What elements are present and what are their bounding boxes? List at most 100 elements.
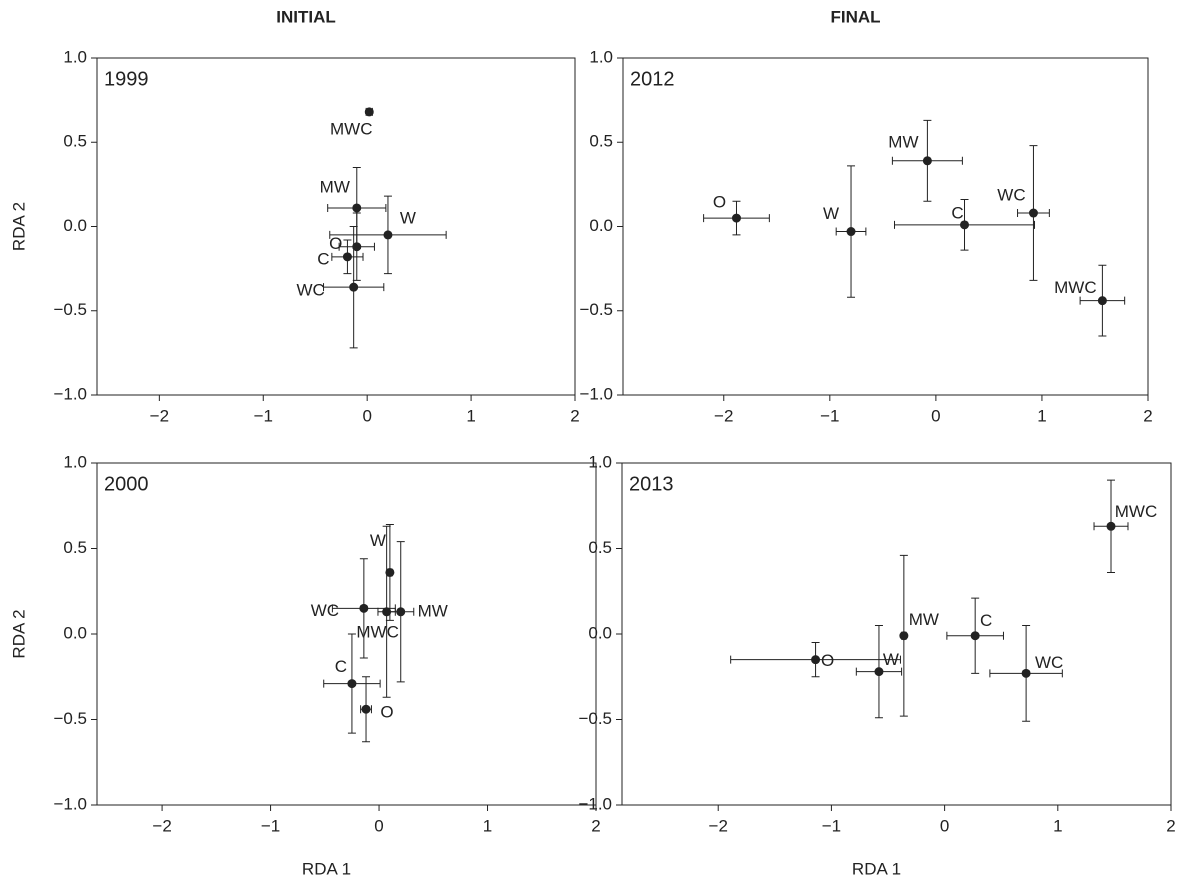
point (960, 220, 970, 230)
point-label: W (400, 208, 416, 227)
point (347, 679, 357, 689)
point (364, 107, 374, 117)
point (342, 252, 352, 262)
y-tick-label: 0.5 (588, 538, 612, 557)
point (1097, 296, 1107, 306)
point (922, 156, 932, 166)
point (874, 667, 884, 677)
y-tick-label: 0.0 (589, 216, 613, 235)
x-tick-label: −1 (820, 406, 839, 425)
point-label: O (713, 193, 726, 212)
y-tick-label: 0.0 (63, 623, 87, 642)
y-tick-label: 1.0 (588, 452, 612, 471)
point (970, 631, 980, 641)
x-tick-label: 0 (940, 816, 949, 835)
point-label: WC (297, 281, 325, 300)
y-tick-label: 1.0 (589, 47, 613, 66)
point (359, 603, 369, 613)
y-tick-label: 1.0 (63, 452, 87, 471)
x-tick-label: −1 (261, 816, 280, 835)
point-label: MW (320, 177, 350, 196)
point-label: C (980, 611, 992, 630)
point-label: W (883, 650, 899, 669)
point-label: O (329, 234, 342, 253)
point-label: MW (418, 601, 448, 620)
x-tick-label: −2 (152, 816, 171, 835)
y-tick-label: 0.0 (588, 623, 612, 642)
x-tick-label: 1 (466, 406, 475, 425)
point-label: C (951, 203, 963, 222)
x-tick-label: −2 (709, 816, 728, 835)
point-label: MWC (1054, 278, 1096, 297)
point-label: MWC (330, 119, 372, 138)
point (731, 213, 741, 223)
x-tick-label: −2 (150, 406, 169, 425)
y-tick-label: 0.5 (589, 132, 613, 151)
point (382, 607, 392, 617)
column-title: INITIAL (276, 7, 336, 26)
x-axis-label: RDA 1 (852, 859, 901, 878)
x-tick-label: 1 (483, 816, 492, 835)
y-tick-label: −0.5 (579, 300, 613, 319)
x-tick-label: 0 (931, 406, 940, 425)
y-tick-label: −1.0 (579, 384, 613, 403)
y-tick-label: 0.0 (63, 216, 87, 235)
point-label: C (335, 657, 347, 676)
column-title: FINAL (830, 7, 880, 26)
x-tick-label: 1 (1053, 816, 1062, 835)
point-label: C (317, 249, 329, 268)
x-tick-label: 0 (362, 406, 371, 425)
y-tick-label: −1.0 (53, 384, 87, 403)
point (385, 567, 395, 577)
point (396, 607, 406, 617)
point-label: MW (888, 132, 918, 151)
point (899, 631, 909, 641)
plot-frame (96, 462, 597, 806)
point (1028, 208, 1038, 218)
panel-year: 1999 (104, 68, 149, 90)
point-label: MW (909, 610, 939, 629)
x-tick-label: −1 (254, 406, 273, 425)
point (352, 203, 362, 213)
y-axis-label: RDA 2 (9, 609, 28, 658)
point (352, 242, 362, 252)
panel-year: 2013 (629, 473, 674, 495)
y-tick-label: −0.5 (53, 300, 87, 319)
point (1106, 521, 1116, 531)
y-tick-label: −0.5 (578, 709, 612, 728)
plot-frame (96, 57, 576, 396)
x-tick-label: 2 (591, 816, 600, 835)
point (846, 227, 856, 237)
panel-year: 2012 (630, 68, 675, 90)
point (361, 704, 371, 714)
point-label: MWC (1115, 502, 1157, 521)
y-axis-label: RDA 2 (9, 202, 28, 251)
point (349, 282, 359, 292)
panel-year: 2000 (104, 473, 149, 495)
x-tick-label: 2 (1166, 816, 1175, 835)
point-label: WC (1035, 653, 1063, 672)
y-tick-label: 0.5 (63, 538, 87, 557)
x-tick-label: 2 (570, 406, 579, 425)
point (1021, 668, 1031, 678)
y-tick-label: −0.5 (53, 709, 87, 728)
point-label: W (370, 531, 386, 550)
x-tick-label: 2 (1143, 406, 1152, 425)
point (383, 230, 393, 240)
point-label: O (821, 651, 834, 670)
point-label: WC (311, 601, 339, 620)
y-tick-label: 1.0 (63, 47, 87, 66)
point-label: O (380, 703, 393, 722)
x-tick-label: −2 (714, 406, 733, 425)
point-label: WC (997, 186, 1025, 205)
point-label: MWC (356, 622, 398, 641)
plot-frame (621, 462, 1172, 806)
x-tick-label: −1 (822, 816, 841, 835)
y-tick-label: 0.5 (63, 132, 87, 151)
y-tick-label: −1.0 (578, 794, 612, 813)
y-tick-label: −1.0 (53, 794, 87, 813)
x-axis-label: RDA 1 (302, 859, 351, 878)
point (811, 655, 821, 665)
